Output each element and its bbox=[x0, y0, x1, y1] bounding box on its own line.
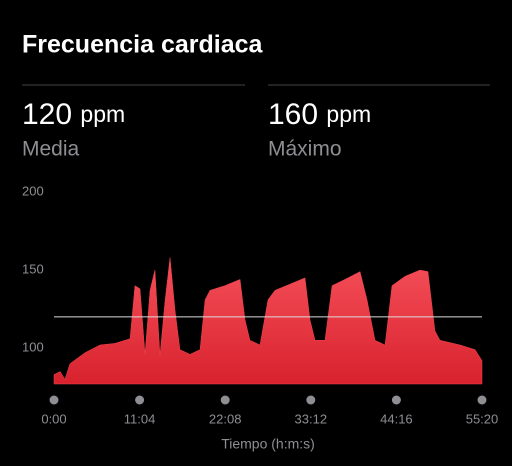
x-tick-dot bbox=[306, 395, 316, 405]
stat-value: 160 bbox=[268, 98, 318, 131]
y-tick-label: 150 bbox=[22, 261, 44, 276]
x-tick-dot bbox=[220, 395, 230, 405]
stat: 160 ppm bbox=[268, 98, 371, 131]
stat-label: Media bbox=[22, 138, 80, 161]
x-tick-dot bbox=[477, 395, 487, 405]
x-tick-dot bbox=[49, 395, 59, 405]
x-tick-label: 33:12 bbox=[295, 411, 328, 426]
stat-unit: ppm bbox=[80, 101, 125, 127]
x-tick-label: 0:00 bbox=[41, 411, 66, 426]
stat-value: 120 bbox=[22, 98, 72, 131]
stat-unit: ppm bbox=[326, 101, 371, 127]
chart-title: Frecuencia cardiaca bbox=[22, 31, 264, 59]
x-tick-label: 55:20 bbox=[466, 411, 499, 426]
y-tick-label: 200 bbox=[22, 183, 44, 198]
stat-label: Máximo bbox=[268, 138, 342, 161]
x-tick-label: 44:16 bbox=[380, 411, 413, 426]
x-axis-label: Tiempo (h:m:s) bbox=[221, 436, 315, 452]
x-tick-dot bbox=[135, 395, 145, 405]
area bbox=[53, 257, 483, 385]
x-tick-dot bbox=[391, 395, 401, 405]
x-tick-label: 22:08 bbox=[209, 411, 242, 426]
y-tick-label: 100 bbox=[22, 340, 44, 355]
x-tick-label: 11:04 bbox=[124, 411, 156, 426]
stat: 120 ppm bbox=[22, 98, 125, 131]
